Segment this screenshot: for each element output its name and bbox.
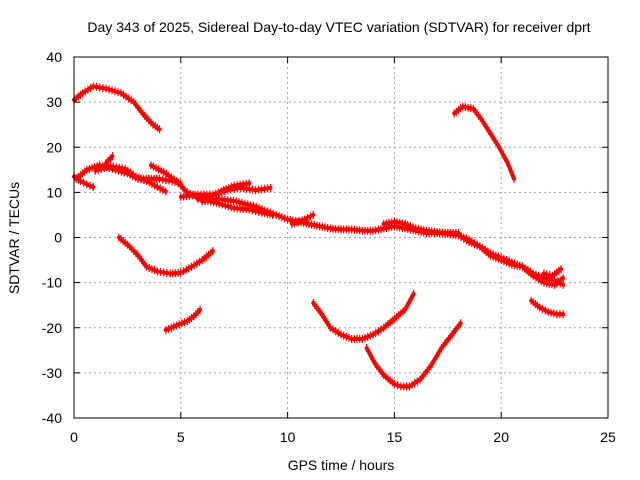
series-marks-arc-17 xyxy=(312,289,415,344)
grid-layer xyxy=(74,57,608,418)
series-marks-arc-12 xyxy=(447,228,564,289)
series-marks-arc-13 xyxy=(543,265,562,280)
series-marks-arc-4 xyxy=(94,162,167,196)
series-marks-arc-15 xyxy=(118,233,214,278)
y-tick-label: 10 xyxy=(46,184,62,200)
y-tick-label: -10 xyxy=(42,275,62,291)
x-tick-label: 15 xyxy=(387,429,403,445)
tick-layer: 0 5 10 15 20 25 -40 -30 -20 -10 0 10 20 30 40 xyxy=(42,49,616,445)
x-tick-label: 20 xyxy=(493,429,509,445)
y-tick-label: -30 xyxy=(42,365,62,381)
series-marks-arc-10 xyxy=(291,210,314,228)
y-tick-label: 20 xyxy=(46,139,62,155)
chart-title: Day 343 of 2025, Sidereal Day-to-day VTE… xyxy=(87,19,590,35)
series-marks-arc-5 xyxy=(105,152,114,168)
y-tick-label: -20 xyxy=(42,320,62,336)
x-tick-label: 10 xyxy=(280,429,296,445)
series-marks-arc-14 xyxy=(453,102,515,183)
series-marks-arc-8 xyxy=(197,179,250,204)
series-line-arc-5 xyxy=(104,154,115,165)
y-tick-label: 0 xyxy=(54,230,62,246)
series-marks-arc-16 xyxy=(165,305,201,335)
series-layer xyxy=(72,82,566,391)
series-marks-arc-19 xyxy=(530,296,564,319)
x-tick-label: 25 xyxy=(600,429,616,445)
x-tick-label: 5 xyxy=(177,429,185,445)
series-marks-arc-18 xyxy=(366,319,462,391)
x-axis-label: GPS time / hours xyxy=(288,457,395,473)
y-tick-label: 30 xyxy=(46,94,62,110)
series-marks-arc-1 xyxy=(73,82,161,134)
x-tick-label: 0 xyxy=(70,429,78,445)
y-axis-label: SDTVAR / TECUs xyxy=(6,182,22,294)
y-tick-label: 40 xyxy=(46,49,62,65)
y-tick-label: -40 xyxy=(42,410,62,426)
